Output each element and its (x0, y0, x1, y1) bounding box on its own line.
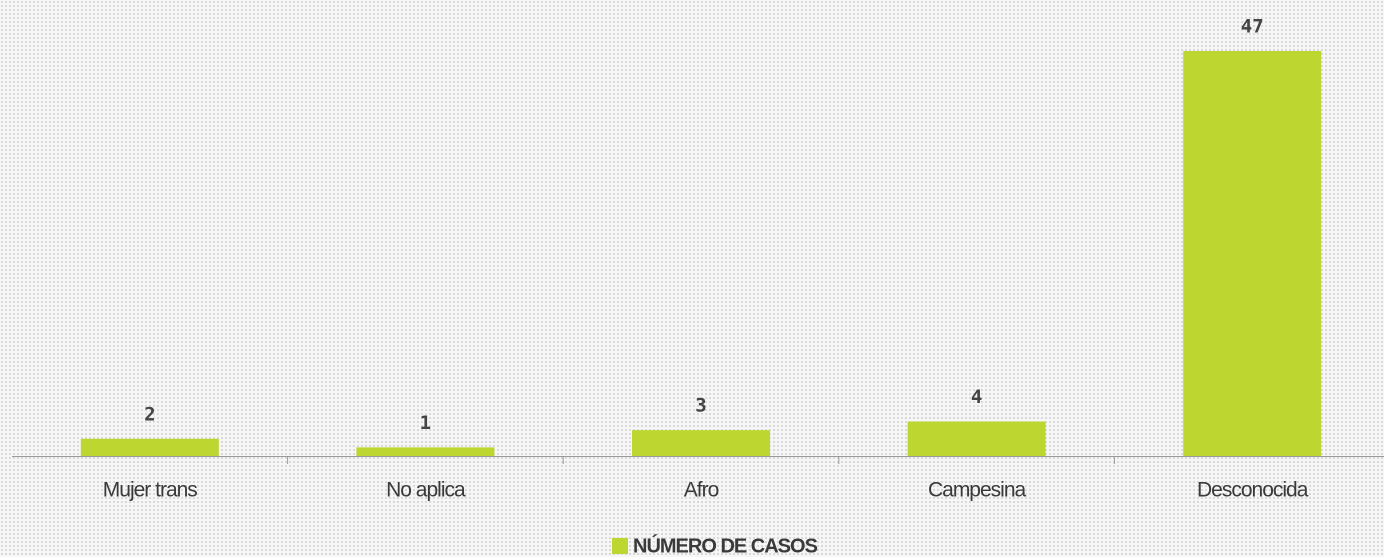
data-label: 3 (695, 395, 706, 417)
x-tick-label: No aplica (386, 479, 466, 502)
x-tick-label: Campesina (928, 479, 1027, 502)
data-label: 4 (971, 386, 982, 408)
bar (632, 430, 770, 456)
legend-swatch (612, 538, 628, 554)
bar (1183, 51, 1322, 456)
bar (907, 421, 1046, 456)
data-label: 47 (1241, 16, 1264, 38)
bar (80, 438, 219, 456)
x-tick-label: Mujer trans (103, 479, 198, 502)
data-label: 2 (144, 403, 155, 425)
x-tick-label: Desconocida (1197, 479, 1309, 502)
legend-label: NÚMERO DE CASOS (633, 533, 818, 557)
bar (356, 447, 495, 456)
x-tick-label: Afro (684, 479, 719, 502)
data-label: 1 (420, 412, 431, 434)
